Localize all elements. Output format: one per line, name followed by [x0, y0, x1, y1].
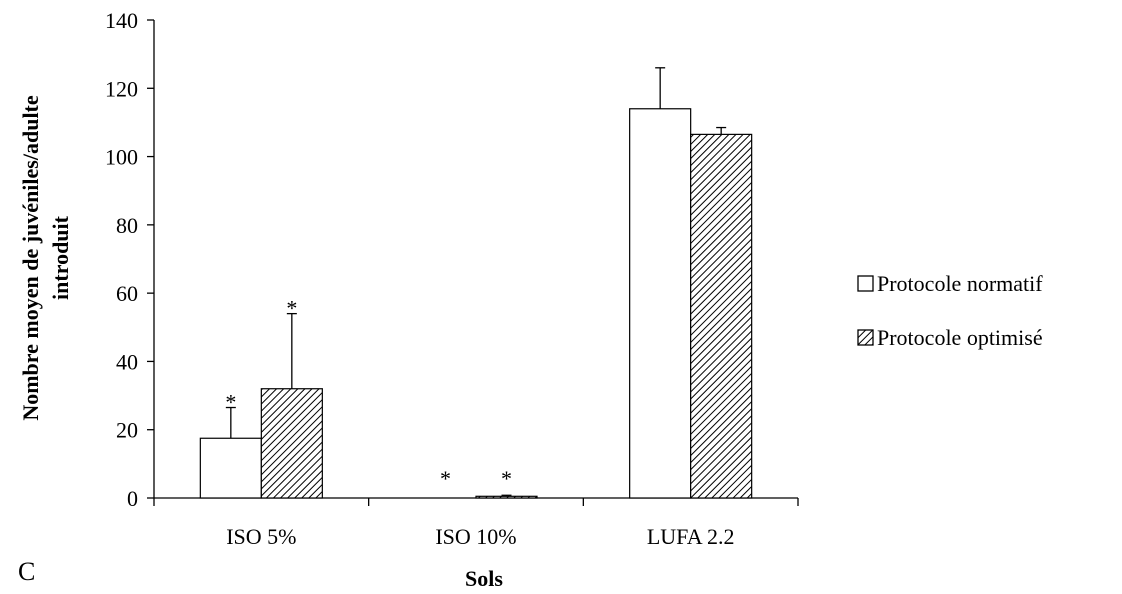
bar: [260, 388, 323, 499]
legend-label-optimise: Protocole optimisé: [877, 325, 1043, 350]
panel-label: C: [18, 557, 35, 586]
significance-mark: *: [286, 296, 297, 321]
bar: [629, 108, 692, 499]
y-tick-label: 80: [116, 213, 138, 238]
legend: Protocole normatif Protocole optimisé: [857, 271, 1043, 350]
legend-item-optimise: Protocole optimisé: [857, 325, 1043, 350]
y-axis-title-line-2: introduit: [48, 215, 73, 300]
significance-mark: *: [225, 390, 236, 415]
y-tick-label: 100: [105, 145, 138, 170]
x-tick-label: ISO 5%: [226, 524, 296, 549]
bar: [690, 133, 753, 499]
y-tick-label: 120: [105, 76, 138, 101]
legend-swatch-optimise: [857, 329, 874, 346]
legend-item-normatif: Protocole normatif: [857, 271, 1043, 296]
legend-swatch-normatif: [857, 275, 874, 292]
x-tick-label: LUFA 2.2: [647, 524, 735, 549]
y-tick-label: 20: [116, 418, 138, 443]
y-axis-ticks: 0 20 40 60 80 100 120 140: [105, 8, 154, 511]
x-axis-title: Sols: [465, 566, 503, 591]
x-tick-label: ISO 10%: [435, 524, 516, 549]
y-tick-label: 40: [116, 349, 138, 374]
significance-mark: *: [501, 466, 512, 491]
significance-mark: *: [440, 466, 451, 491]
bar: [475, 495, 538, 499]
y-tick-label: 0: [127, 486, 138, 511]
y-axis-title-line-1: Nombre moyen de juvéniles/adulte: [18, 95, 43, 421]
bar: [199, 437, 262, 499]
y-tick-label: 140: [105, 8, 138, 33]
y-tick-label: 60: [116, 281, 138, 306]
plot-area: * * * *: [153, 20, 798, 499]
x-axis-ticks: ISO 5% ISO 10% LUFA 2.2: [153, 498, 799, 549]
legend-label-normatif: Protocole normatif: [877, 271, 1043, 296]
